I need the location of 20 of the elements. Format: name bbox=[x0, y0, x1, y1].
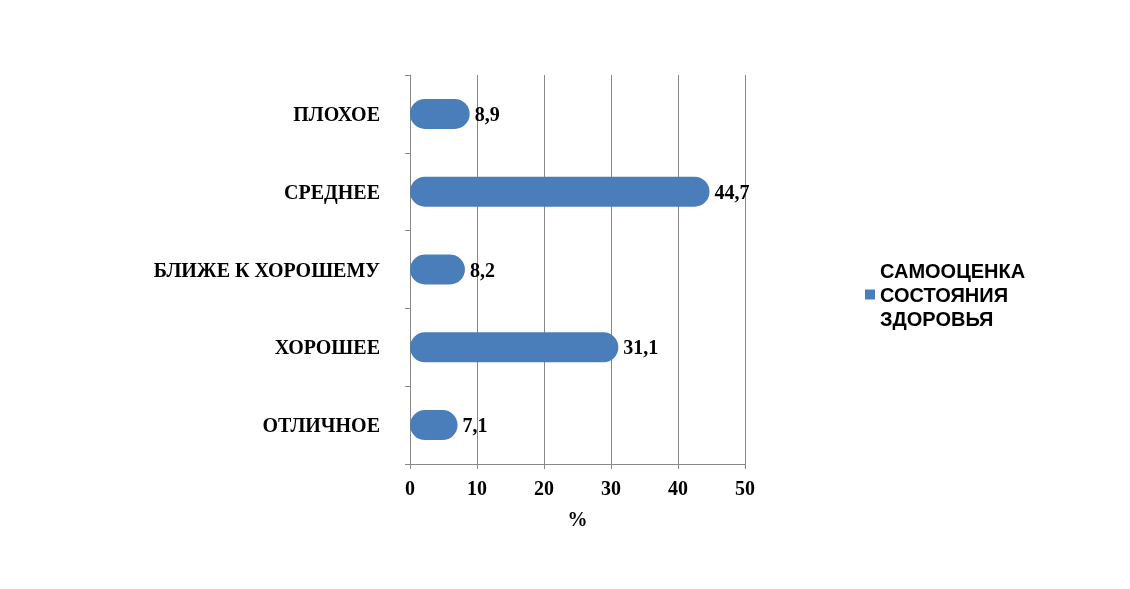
data-label: 31,1 bbox=[623, 336, 659, 359]
bar bbox=[410, 176, 710, 207]
data-label: 8,9 bbox=[474, 102, 500, 125]
x-tick-label: 10 bbox=[467, 477, 487, 499]
x-tick-label: 20 bbox=[534, 477, 554, 499]
y-tick-label: ОТЛИЧНОЕ bbox=[262, 414, 380, 437]
legend-label: САМООЦЕНКА СОСТОЯНИЯ ЗДОРОВЬЯ bbox=[880, 259, 1031, 330]
x-axis-title: % bbox=[567, 508, 588, 530]
data-label: 8,2 bbox=[469, 258, 495, 281]
y-tick-label: ХОРОШЕЕ bbox=[274, 336, 380, 359]
bar bbox=[410, 332, 619, 363]
y-tick-label: БЛИЖЕ К ХОРОШЕМУ bbox=[153, 258, 381, 281]
x-tick-label: 40 bbox=[668, 477, 688, 499]
x-tick-label: 30 bbox=[601, 477, 621, 499]
x-tick-label: 0 bbox=[405, 477, 415, 499]
data-label: 44,7 bbox=[714, 180, 750, 203]
y-tick-label: СРЕДНЕЕ bbox=[284, 180, 380, 204]
x-tick-label: 50 bbox=[735, 477, 755, 499]
y-tick-label: ПЛОХОЕ bbox=[293, 102, 380, 125]
data-label: 7,1 bbox=[462, 414, 488, 437]
